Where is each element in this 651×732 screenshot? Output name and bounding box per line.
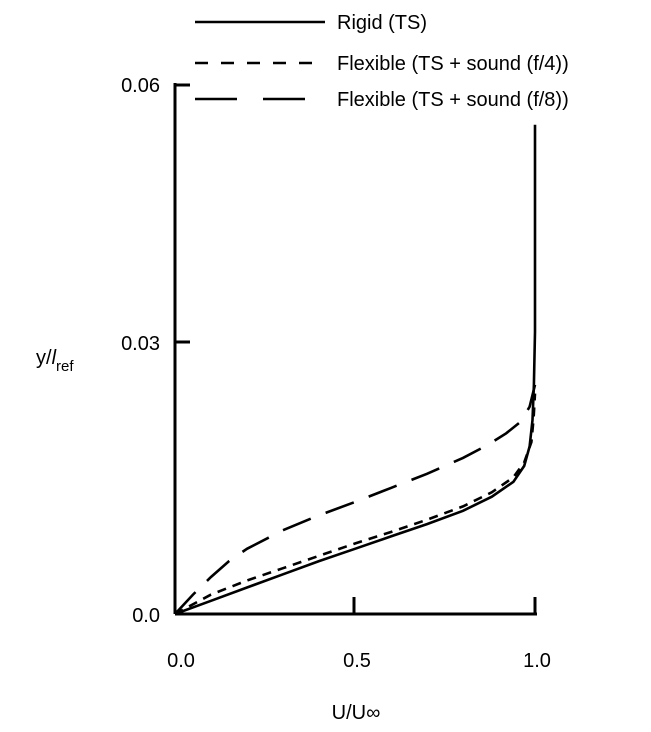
series-flexible-f4-line <box>174 393 537 616</box>
y-tick-label-0-06: 0.06 <box>121 75 160 97</box>
legend-label-rigid: Rigid (TS) <box>337 12 427 34</box>
legend-label-flexible-f4: Flexible (TS + sound (f/4)) <box>337 53 569 75</box>
y-tick-label-0-03: 0.03 <box>121 333 160 355</box>
x-axis-label: U/U∞ <box>332 702 381 724</box>
y-tick-label-0-0: 0.0 <box>132 605 160 627</box>
series-rigid-line <box>174 124 537 616</box>
series-flexible-f8-line <box>174 384 537 615</box>
x-tick-label-0-5: 0.5 <box>343 650 371 672</box>
y-axis-label-main: y/ <box>36 347 52 369</box>
x-tick-label-1-0: 1.0 <box>523 650 551 672</box>
x-tick-label-0-0: 0.0 <box>167 650 195 672</box>
y-axis-label-sub: ref <box>56 358 74 375</box>
legend-label-flexible-f8: Flexible (TS + sound (f/8)) <box>337 89 569 111</box>
y-axis-label: y/lref <box>36 347 74 375</box>
legend: Rigid (TS) Flexible (TS + sound (f/4)) F… <box>195 12 569 111</box>
y-axis-label-italic: l <box>52 347 57 369</box>
